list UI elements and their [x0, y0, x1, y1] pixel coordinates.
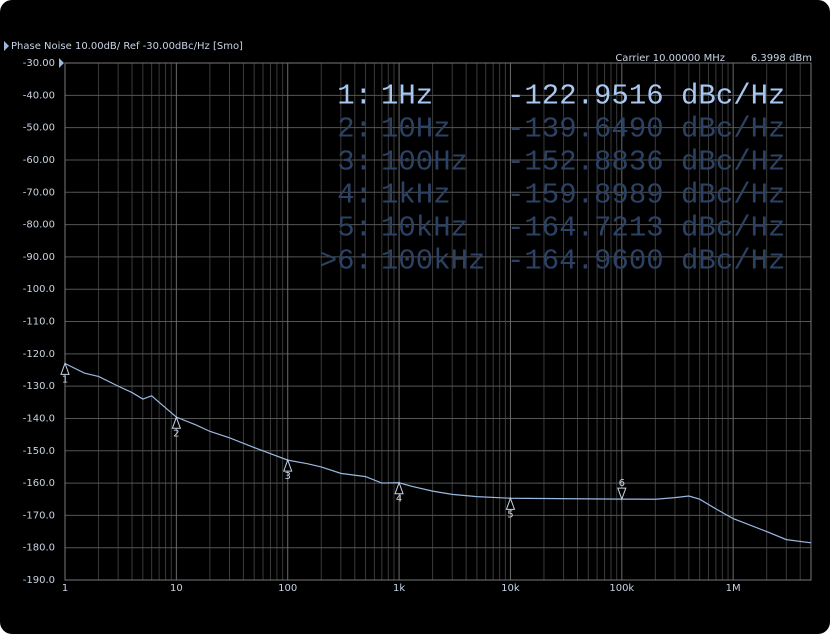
marker — [394, 481, 404, 495]
marker-id: 3: — [337, 146, 372, 179]
marker-id: 2: — [337, 113, 372, 146]
y-tick-label: -50.00 — [23, 123, 55, 134]
y-tick-label: -150.0 — [23, 446, 55, 457]
marker — [283, 458, 293, 472]
x-tick-label: 100 — [278, 583, 297, 594]
marker-label: 3 — [285, 471, 291, 482]
marker-value: -152.8836 dBc/Hz — [507, 146, 785, 179]
marker-frequency: 1Hz — [381, 80, 433, 113]
y-tick-label: -70.00 — [23, 187, 55, 198]
marker-label: 6 — [619, 478, 625, 489]
y-tick-label: -80.00 — [23, 220, 55, 231]
marker-value: -159.8989 dBc/Hz — [507, 179, 785, 212]
y-tick-label: -190.0 — [23, 575, 55, 586]
x-tick-label: 10 — [170, 583, 183, 594]
y-tick-label: -130.0 — [23, 381, 55, 392]
marker-frequency: 10Hz — [381, 113, 451, 146]
x-tick-label: 1k — [393, 583, 405, 594]
power: 6.3998 dBm — [751, 53, 812, 64]
marker-label: 4 — [396, 494, 402, 505]
chart-title: Phase Noise 10.00dB/ Ref -30.00dBc/Hz [S… — [11, 41, 243, 52]
marker-value: -122.9516 dBc/Hz — [507, 80, 785, 113]
marker-value: -139.6490 dBc/Hz — [507, 113, 785, 146]
y-tick-label: -40.00 — [23, 90, 55, 101]
x-tick-label: 1 — [62, 583, 68, 594]
x-tick-label: 100k — [609, 583, 634, 594]
title-arrow — [4, 41, 9, 51]
trace — [64, 362, 812, 544]
y-tick-label: -110.0 — [23, 317, 55, 328]
marker-frequency: 100Hz — [381, 146, 468, 179]
ref-arrow — [59, 58, 64, 68]
y-tick-label: -140.0 — [23, 413, 55, 424]
marker-frequency: 10kHz — [381, 212, 468, 245]
plot-frame — [64, 62, 812, 581]
y-tick-label: -180.0 — [23, 543, 55, 554]
marker-frequency: 1kHz — [381, 179, 451, 212]
y-tick-label: -90.00 — [23, 252, 55, 263]
marker-value: -164.9600 dBc/Hz — [507, 245, 785, 278]
x-tick-label: 1M — [726, 583, 741, 594]
marker-label: 1 — [62, 374, 68, 385]
carrier: Carrier 10.00000 MHz — [615, 53, 725, 64]
marker-id: 5: — [337, 212, 372, 245]
y-tick-label: -120.0 — [23, 349, 55, 360]
marker-label: 2 — [173, 428, 179, 439]
marker-label: 5 — [507, 509, 513, 520]
marker — [505, 496, 516, 510]
marker-frequency: 100kHz — [381, 245, 485, 278]
y-tick-label: -100.0 — [23, 284, 55, 295]
y-tick-label: -30.00 — [23, 58, 55, 69]
x-tick-label: 10k — [501, 583, 520, 594]
marker-id: >6: — [320, 245, 372, 278]
marker-value: -164.7213 dBc/Hz — [507, 212, 785, 245]
y-tick-label: -160.0 — [23, 478, 55, 489]
marker — [60, 361, 70, 375]
marker — [617, 487, 627, 501]
y-tick-label: -170.0 — [23, 510, 55, 521]
y-tick-label: -60.00 — [23, 155, 55, 166]
marker-id: 4: — [337, 179, 372, 212]
marker-id: 1: — [337, 80, 372, 113]
marker — [171, 415, 182, 429]
